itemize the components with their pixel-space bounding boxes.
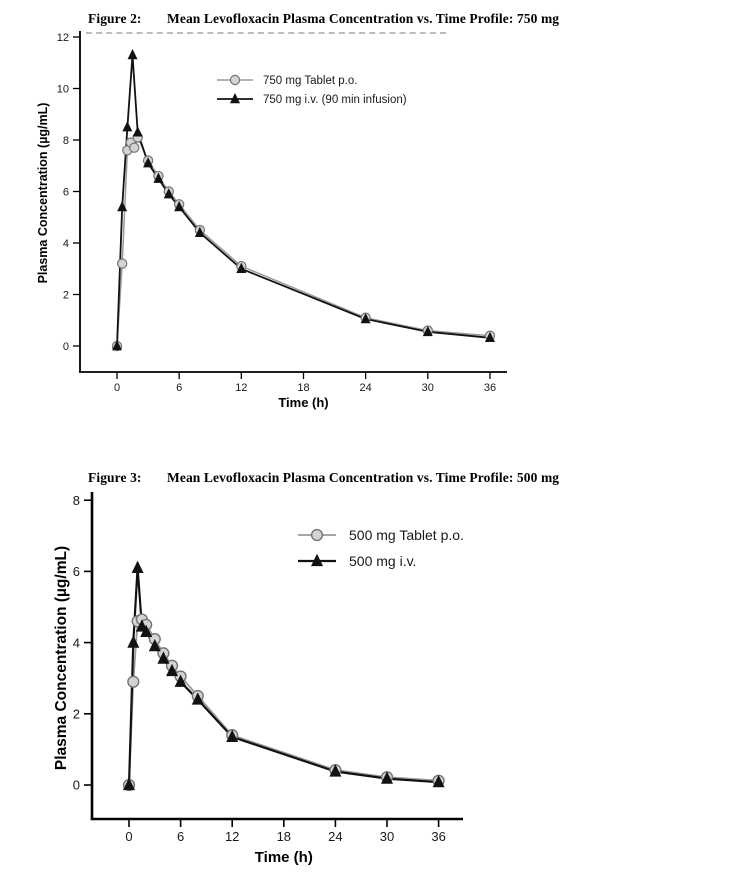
x-tick-label: 6 bbox=[177, 829, 184, 844]
marker-triangle bbox=[360, 312, 371, 324]
y-tick-label: 8 bbox=[73, 493, 80, 508]
series-path bbox=[128, 618, 439, 786]
marker-triangle bbox=[191, 692, 204, 705]
x-tick-label: 18 bbox=[277, 829, 291, 844]
x-tick-label: 6 bbox=[176, 382, 182, 394]
y-tick-label: 4 bbox=[63, 238, 69, 250]
series-markers-500-mg-tablet-p-o bbox=[122, 613, 445, 792]
figure2-title: Figure 2: Mean Levofloxacin Plasma Conce… bbox=[88, 11, 559, 27]
marker-triangle bbox=[163, 188, 174, 199]
series-path bbox=[116, 136, 491, 347]
marker-triangle bbox=[117, 200, 128, 212]
legend-label: 500 mg i.v. bbox=[349, 553, 416, 569]
x-tick-label: 30 bbox=[422, 382, 434, 394]
x-axis-title: Time (h) bbox=[255, 849, 313, 866]
legend: 500 mg Tablet p.o. 500 mg i.v. bbox=[298, 527, 464, 569]
title-dashed-underline-artifact bbox=[86, 32, 446, 34]
figure2-heading-text: Mean Levofloxacin Plasma Concentration v… bbox=[167, 11, 560, 26]
marker-triangle bbox=[112, 340, 122, 351]
y-tick-label: 4 bbox=[73, 635, 80, 650]
x-tick-label: 0 bbox=[114, 382, 120, 394]
marker-triangle bbox=[311, 553, 323, 567]
marker-triangle bbox=[122, 121, 133, 132]
x-tick-label: 24 bbox=[360, 382, 372, 394]
marker-triangle bbox=[157, 651, 170, 664]
y-tick-label: 10 bbox=[57, 83, 69, 95]
series-line-750-mg-i-v-90-min-infusion bbox=[116, 54, 491, 347]
figure3-heading-text: Mean Levofloxacin Plasma Concentration v… bbox=[167, 470, 560, 485]
marker-triangle bbox=[140, 624, 153, 638]
marker-triangle bbox=[153, 172, 164, 183]
marker-triangle bbox=[329, 764, 342, 777]
y-axis-title: Plasma Concentration (µg/mL) bbox=[53, 546, 70, 770]
marker-triangle bbox=[226, 729, 239, 743]
y-tick-label: 12 bbox=[57, 32, 69, 44]
marker-triangle bbox=[194, 226, 205, 237]
marker-triangle bbox=[132, 126, 143, 137]
x-tick-label: 24 bbox=[328, 829, 342, 844]
y-axis-title: Plasma Concentration (µg/mL) bbox=[36, 103, 50, 284]
marker-circle bbox=[127, 675, 140, 688]
x-tick-label: 0 bbox=[125, 829, 132, 844]
marker-triangle bbox=[166, 663, 178, 677]
x-tick-label: 36 bbox=[431, 829, 445, 844]
y-tick-label: 0 bbox=[63, 341, 69, 353]
marker-triangle bbox=[131, 560, 144, 573]
marker-triangle bbox=[174, 200, 185, 212]
legend: 750 mg Tablet p.o. 750 mg i.v. (90 min in… bbox=[217, 74, 407, 106]
marker-triangle bbox=[123, 777, 135, 791]
y-tick-label: 6 bbox=[73, 564, 80, 579]
y-tick-label: 2 bbox=[63, 289, 69, 301]
x-tick-label: 30 bbox=[380, 829, 394, 844]
marker-circle bbox=[116, 258, 128, 269]
series-markers-500-mg-i-v bbox=[123, 560, 445, 791]
figure3-label: Figure 3: bbox=[88, 470, 142, 485]
marker-triangle bbox=[127, 635, 140, 648]
marker-triangle bbox=[148, 638, 161, 652]
marker-triangle bbox=[174, 674, 187, 687]
series-markers-750-mg-i-v-90-min-infusion bbox=[112, 49, 495, 351]
marker-triangle bbox=[143, 157, 154, 168]
y-tick-label: 8 bbox=[63, 135, 69, 147]
marker-circle bbox=[129, 142, 140, 153]
series-line-500-mg-tablet-p-o bbox=[128, 618, 439, 786]
marker-triangle bbox=[381, 771, 393, 784]
figure3-title: Figure 3: Mean Levofloxacin Plasma Conce… bbox=[88, 470, 559, 486]
y-tick-label: 0 bbox=[73, 778, 80, 793]
marker-circle bbox=[310, 528, 324, 542]
x-tick-label: 18 bbox=[297, 382, 309, 394]
x-tick-label: 36 bbox=[484, 382, 496, 394]
marker-triangle bbox=[236, 262, 247, 273]
marker-triangle bbox=[422, 325, 433, 337]
legend-label: 750 mg i.v. (90 min infusion) bbox=[263, 94, 407, 106]
marker-triangle bbox=[484, 331, 495, 343]
y-tick-label: 2 bbox=[73, 706, 80, 721]
series-markers-750-mg-tablet-p-o bbox=[111, 132, 496, 352]
x-axis-title: Time (h) bbox=[278, 395, 328, 410]
legend-label: 500 mg Tablet p.o. bbox=[349, 527, 464, 543]
x-tick-label: 12 bbox=[235, 382, 247, 394]
x-tick-label: 12 bbox=[225, 829, 239, 844]
series-line-750-mg-tablet-p-o bbox=[116, 136, 491, 347]
marker-triangle bbox=[432, 774, 445, 788]
legend-label: 750 mg Tablet p.o. bbox=[263, 75, 357, 87]
series-path bbox=[116, 54, 491, 347]
marker-circle bbox=[229, 74, 241, 86]
figure2-label: Figure 2: bbox=[88, 11, 142, 26]
y-tick-label: 6 bbox=[63, 186, 69, 198]
marker-triangle bbox=[127, 49, 138, 60]
marker-triangle bbox=[230, 93, 240, 104]
